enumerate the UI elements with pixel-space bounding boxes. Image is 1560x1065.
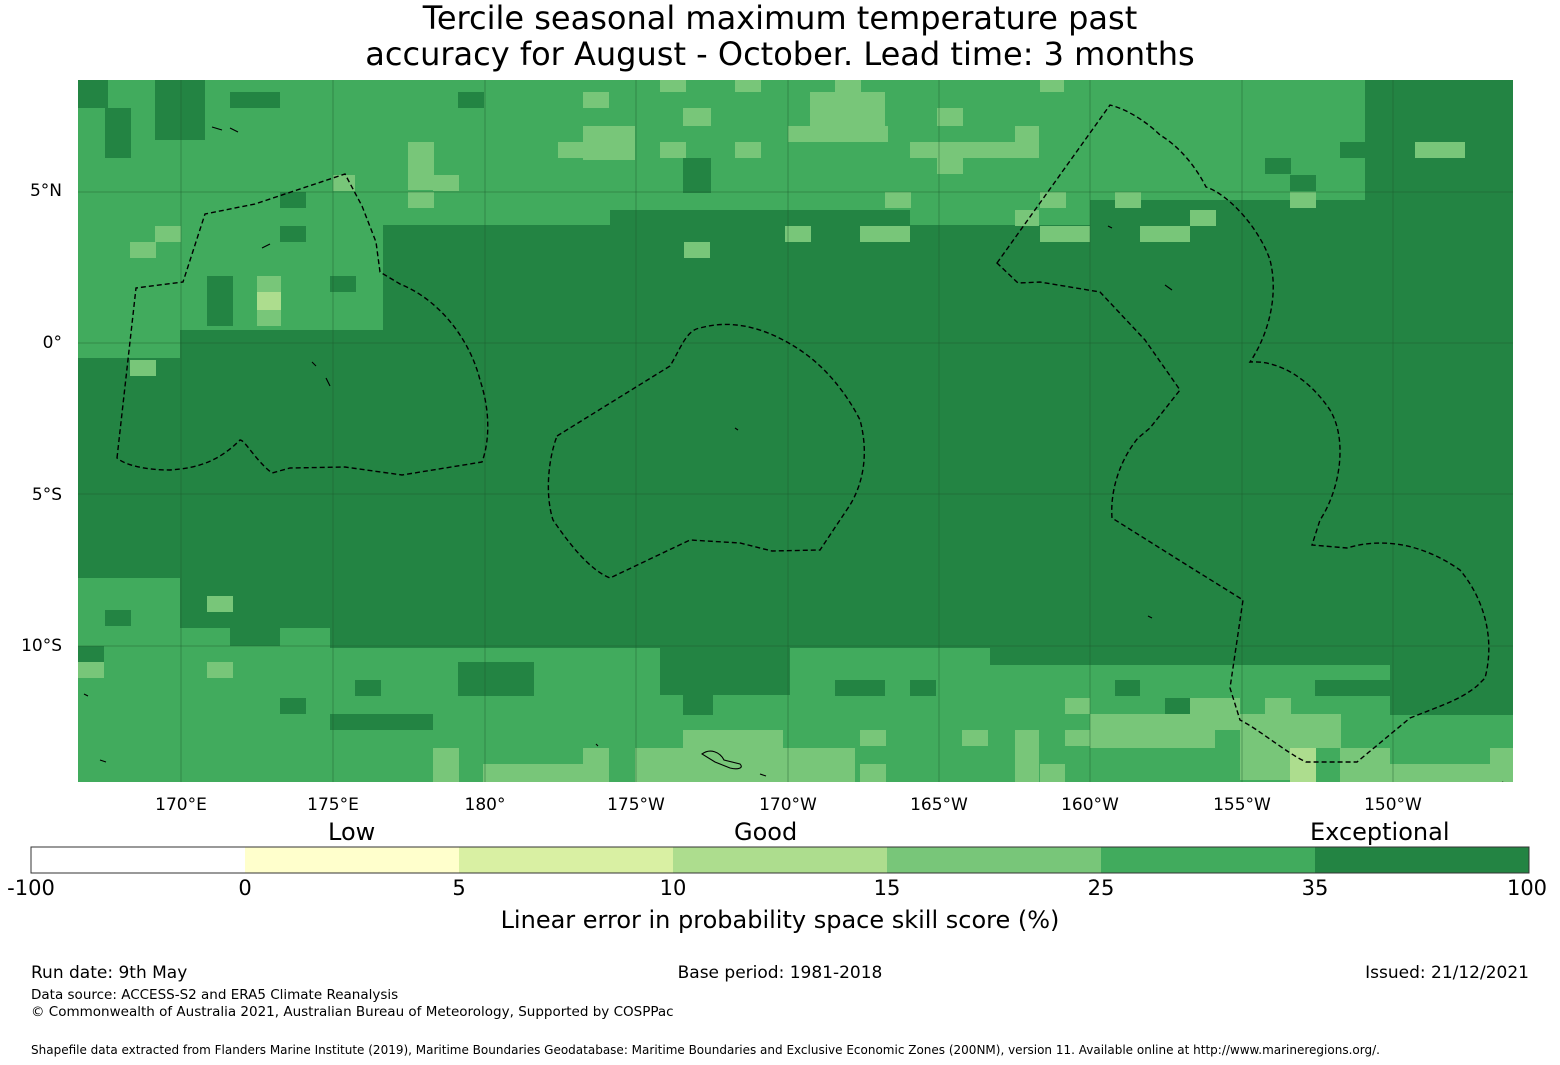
lat-label: 5°S bbox=[32, 485, 62, 505]
lat-label: 10°S bbox=[21, 636, 62, 656]
island-shape bbox=[83, 693, 89, 697]
lon-label: 160°W bbox=[1061, 795, 1119, 815]
copyright: © Commonwealth of Australia 2021, Austra… bbox=[31, 1004, 674, 1020]
colorbar-tick: 35 bbox=[1301, 876, 1329, 900]
lon-label: 170°E bbox=[155, 795, 207, 815]
lon-label: 165°W bbox=[910, 795, 968, 815]
island-shape bbox=[1502, 781, 1504, 782]
graticule bbox=[78, 80, 1513, 782]
shapefile-credit: Shapefile data extracted from Flanders M… bbox=[31, 1043, 1380, 1057]
colorbar-label-good: Good bbox=[734, 818, 798, 846]
island-shape bbox=[211, 126, 223, 131]
run-date: Run date: 9th May bbox=[31, 963, 188, 983]
island-shape bbox=[325, 377, 331, 387]
map-panel bbox=[78, 80, 1513, 782]
colorbar-tick: 0 bbox=[238, 876, 252, 900]
lon-label: 155°W bbox=[1213, 795, 1271, 815]
island-shape bbox=[759, 773, 767, 777]
title-line-2: accuracy for August - October. Lead time… bbox=[365, 35, 1195, 73]
island-shape bbox=[311, 361, 317, 367]
colorbar-title: Linear error in probability space skill … bbox=[500, 906, 1060, 934]
island-shape bbox=[1164, 284, 1173, 291]
colorbar-segment bbox=[459, 847, 673, 873]
lon-label: 170°W bbox=[759, 795, 817, 815]
colorbar-label-exceptional: Exceptional bbox=[1310, 818, 1450, 846]
samoa-island bbox=[701, 750, 742, 770]
island-shape bbox=[99, 759, 107, 763]
colorbar-tick: 5 bbox=[452, 876, 466, 900]
lon-label: 180° bbox=[465, 795, 506, 815]
colorbar-tick: -100 bbox=[7, 876, 55, 900]
map-title: Tercile seasonal maximum temperature pas… bbox=[0, 0, 1560, 72]
colorbar-segment bbox=[245, 847, 459, 873]
islands bbox=[83, 126, 1504, 782]
eez-boundaries bbox=[116, 104, 1490, 763]
colorbar-segment bbox=[31, 847, 245, 873]
eez-tokelau bbox=[547, 323, 865, 579]
colorbar bbox=[30, 846, 1530, 874]
eez-kiribati-gilbert bbox=[116, 173, 489, 476]
issued-date: Issued: 21/12/2021 bbox=[1365, 963, 1529, 983]
island-shape bbox=[261, 243, 271, 249]
colorbar-label-low: Low bbox=[328, 818, 376, 846]
lat-label: 0° bbox=[43, 333, 62, 353]
colorbar-tick: 15 bbox=[873, 876, 901, 900]
colorbar-segment bbox=[673, 847, 887, 873]
lat-label: 5°N bbox=[30, 181, 62, 201]
lon-label: 150°W bbox=[1364, 795, 1422, 815]
island-shape bbox=[229, 127, 239, 133]
skill-score-grid bbox=[78, 80, 1513, 782]
island-shape bbox=[734, 427, 739, 431]
island-shape bbox=[1107, 225, 1113, 229]
lon-label: 175°W bbox=[607, 795, 665, 815]
colorbar-segment bbox=[1101, 847, 1315, 873]
data-source: Data source: ACCESS-S2 and ERA5 Climate … bbox=[31, 987, 399, 1003]
island-shape bbox=[1147, 615, 1153, 619]
island-shape bbox=[595, 743, 599, 747]
axis-labels: 5°N 0° 5°S 10°S 170°E 175°E 180° 175°W 1… bbox=[21, 181, 1422, 815]
colorbar-tick: 100 bbox=[1506, 876, 1548, 900]
lon-label: 175°E bbox=[307, 795, 359, 815]
base-period: Base period: 1981-2018 bbox=[677, 963, 883, 983]
colorbar-segment bbox=[887, 847, 1101, 873]
eez-line-islands bbox=[996, 104, 1490, 763]
colorbar-tick: 25 bbox=[1087, 876, 1115, 900]
colorbar-outline bbox=[30, 846, 1530, 874]
title-line-1: Tercile seasonal maximum temperature pas… bbox=[422, 0, 1138, 37]
colorbar-tick: 10 bbox=[659, 876, 687, 900]
colorbar-segment bbox=[1315, 847, 1529, 873]
